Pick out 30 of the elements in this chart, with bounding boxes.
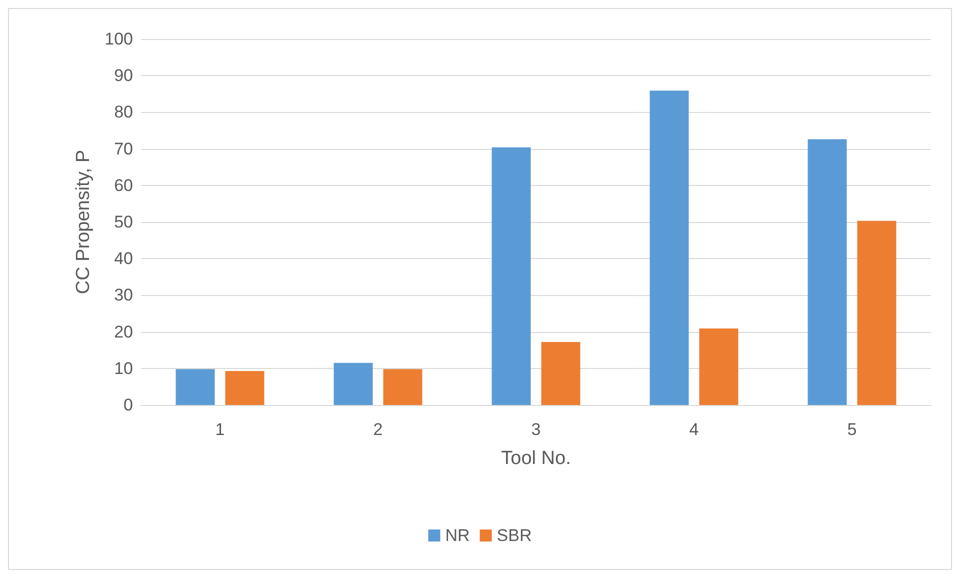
x-tick-label: 2 [373, 420, 383, 439]
y-tick-label: 30 [114, 286, 133, 305]
bar [650, 90, 689, 405]
y-tick-label: 20 [114, 322, 133, 342]
x-tick-label: 4 [689, 420, 699, 439]
y-tick-label: 70 [114, 139, 133, 158]
bar [492, 147, 531, 405]
y-tick-label: 40 [114, 249, 133, 268]
y-tick-label: 90 [114, 66, 133, 86]
bar [176, 369, 215, 405]
legend-label: NR [445, 526, 470, 545]
x-tick-label: 5 [847, 420, 857, 439]
bar [699, 328, 738, 405]
y-tick-label: 10 [114, 358, 133, 378]
bar [808, 139, 847, 405]
y-tick-label: 60 [114, 176, 133, 195]
bar [541, 342, 580, 405]
y-tick-label: 0 [124, 396, 133, 414]
x-axis-title: Tool No. [501, 448, 571, 469]
bar [225, 370, 264, 405]
legend-label: SBR [496, 526, 532, 545]
y-tick-label: 50 [114, 212, 133, 232]
y-tick-label: 80 [114, 102, 133, 122]
bar [334, 362, 373, 405]
y-tick-label: 100 [104, 30, 133, 48]
x-tick-label: 1 [215, 420, 225, 439]
bar [857, 220, 896, 405]
bar [383, 369, 422, 405]
x-tick-label: 3 [531, 420, 541, 439]
y-axis-title: CC Propensity, P [73, 150, 94, 294]
